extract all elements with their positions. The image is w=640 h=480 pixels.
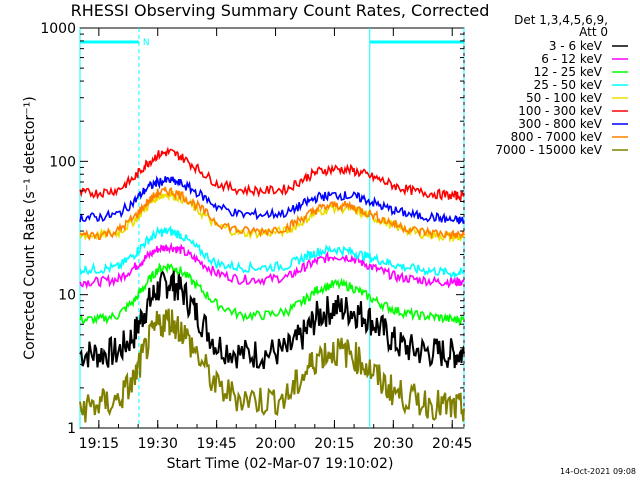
plot-area: N 1 10 100 1000 19:15 19:30 19:45 20:00 20:15 20… xyxy=(40,21,472,452)
series-line-7 xyxy=(79,186,465,241)
series-group xyxy=(79,146,465,423)
x-axis-ticks: 19:15 19:30 19:45 20:00 20:15 20:30 20:45 xyxy=(79,28,472,452)
y-axis-ticks: 1 10 100 1000 xyxy=(40,21,464,437)
legend-label: 300 - 800 keV xyxy=(518,117,602,131)
night-intervals: N xyxy=(79,28,465,428)
legend-label: 50 - 100 keV xyxy=(526,91,603,105)
series-line-3 xyxy=(79,225,465,280)
legend-label: 25 - 50 keV xyxy=(534,78,603,92)
y-tick-label: 100 xyxy=(49,154,76,170)
y-tick-label: 1 xyxy=(67,421,76,437)
legend-header-line: Det 1,3,4,5,6,9, xyxy=(514,13,608,27)
series-line-2 xyxy=(79,262,465,327)
series-line-1 xyxy=(79,241,465,290)
chart-title: RHESSI Observing Summary Count Rates, Co… xyxy=(71,1,490,20)
x-tick-label: 20:00 xyxy=(255,436,295,452)
x-tick-label: 19:30 xyxy=(138,436,178,452)
series-line-6 xyxy=(79,175,465,225)
x-tick-label: 20:15 xyxy=(314,436,354,452)
series-line-5 xyxy=(79,146,465,202)
legend-label: 12 - 25 keV xyxy=(534,65,603,79)
legend-label: 3 - 6 keV xyxy=(549,39,603,53)
x-axis-label: Start Time (02-Mar-07 19:10:02) xyxy=(167,456,394,472)
series-line-8 xyxy=(79,308,465,423)
series-line-0 xyxy=(79,269,465,370)
timestamp: 14-Oct-2021 09:08 xyxy=(560,467,636,476)
legend-label: 7000 - 15000 keV xyxy=(495,143,602,157)
x-tick-label: 19:15 xyxy=(79,436,119,452)
legend-label: 6 - 12 keV xyxy=(541,52,603,66)
legend-label: 100 - 300 keV xyxy=(518,104,602,118)
y-tick-label: 10 xyxy=(58,288,76,304)
x-tick-label: 19:45 xyxy=(196,436,236,452)
night-marker-label: N xyxy=(143,38,150,48)
y-tick-label: 1000 xyxy=(40,21,76,37)
legend-label: 800 - 7000 keV xyxy=(511,130,603,144)
x-tick-label: 20:45 xyxy=(432,436,472,452)
y-axis-label: Corrected Count Rate (s⁻¹ detector⁻¹) xyxy=(22,96,38,359)
x-tick-label: 20:30 xyxy=(373,436,413,452)
legend-header-line: Att 0 xyxy=(579,25,608,39)
